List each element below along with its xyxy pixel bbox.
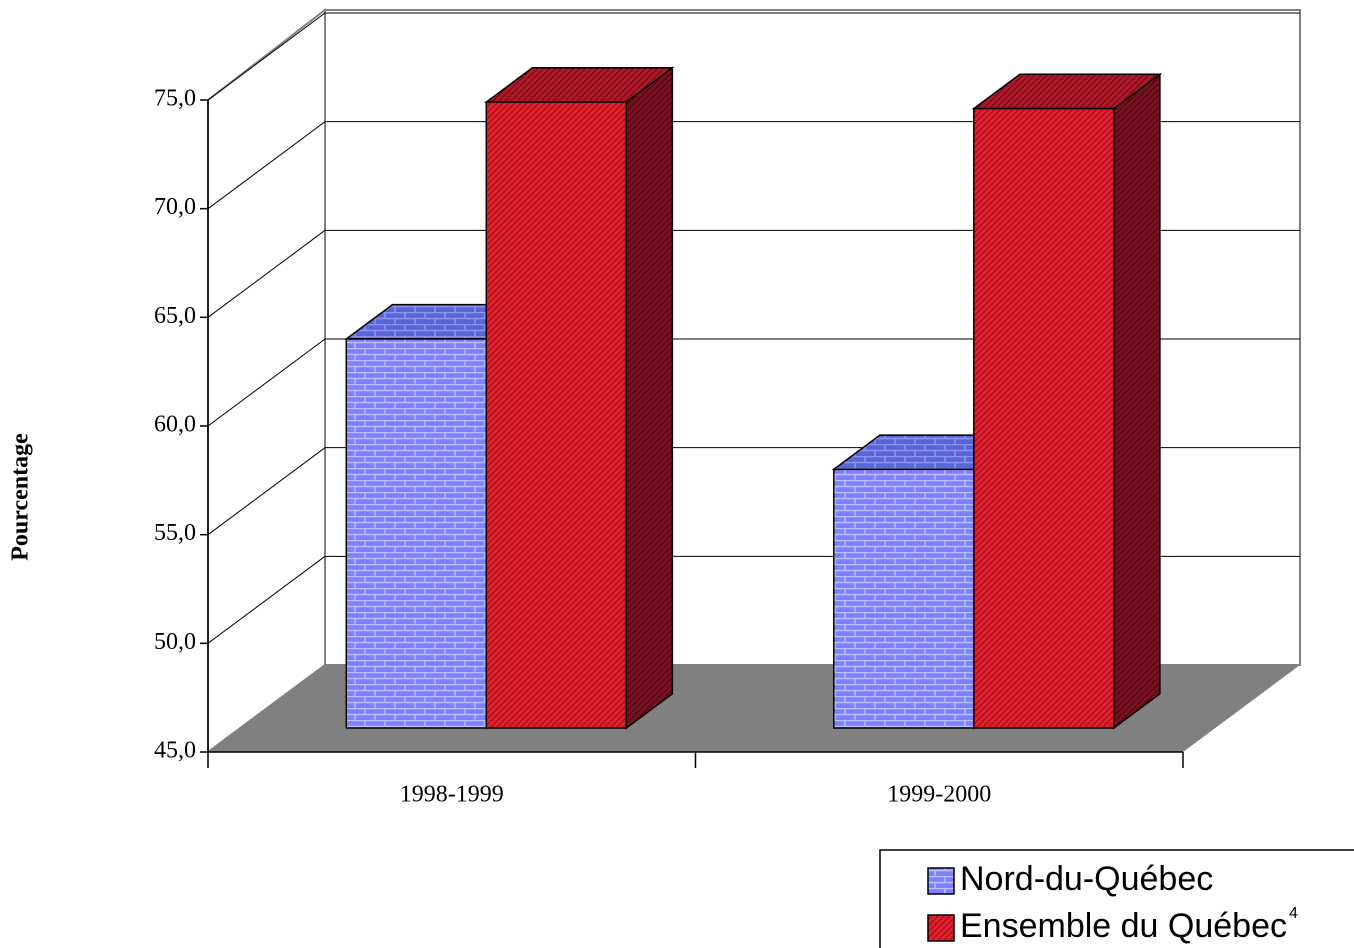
y-tick-label: 50,0 <box>154 629 196 655</box>
bar-side <box>1113 72 1161 730</box>
y-tick-label: 70,0 <box>154 194 196 220</box>
left-wall <box>207 7 326 754</box>
legend-footnote: 4 <box>1289 905 1298 922</box>
y-tick-label: 60,0 <box>154 412 196 438</box>
bar <box>484 66 675 730</box>
legend <box>879 849 1354 948</box>
legend-label: Nord-du-Québec <box>960 860 1213 898</box>
legend-label: Ensemble du Québec <box>960 907 1287 945</box>
bar <box>971 72 1163 730</box>
y-tick-label: 65,0 <box>154 303 196 329</box>
grid-line <box>207 12 326 101</box>
legend-swatch <box>927 914 955 942</box>
x-tick-label: 1999-2000 <box>887 782 991 808</box>
y-tick-label: 55,0 <box>154 520 196 546</box>
grid-line <box>207 447 326 536</box>
grid-line <box>207 121 326 210</box>
grid-line <box>207 229 326 318</box>
x-tick-label: 1998-1999 <box>400 782 504 808</box>
bar-front <box>345 338 488 729</box>
legend-swatch <box>927 867 955 895</box>
bar-front <box>485 101 628 729</box>
bar-front <box>833 468 975 729</box>
y-tick-label: 75,0 <box>154 86 196 112</box>
y-axis-label: Pourcentage <box>8 433 34 561</box>
bar-side <box>625 66 674 730</box>
y-tick-label: 45,0 <box>154 738 196 764</box>
grid-line <box>207 555 326 644</box>
bar-front <box>973 107 1115 729</box>
grid-line <box>207 338 326 427</box>
